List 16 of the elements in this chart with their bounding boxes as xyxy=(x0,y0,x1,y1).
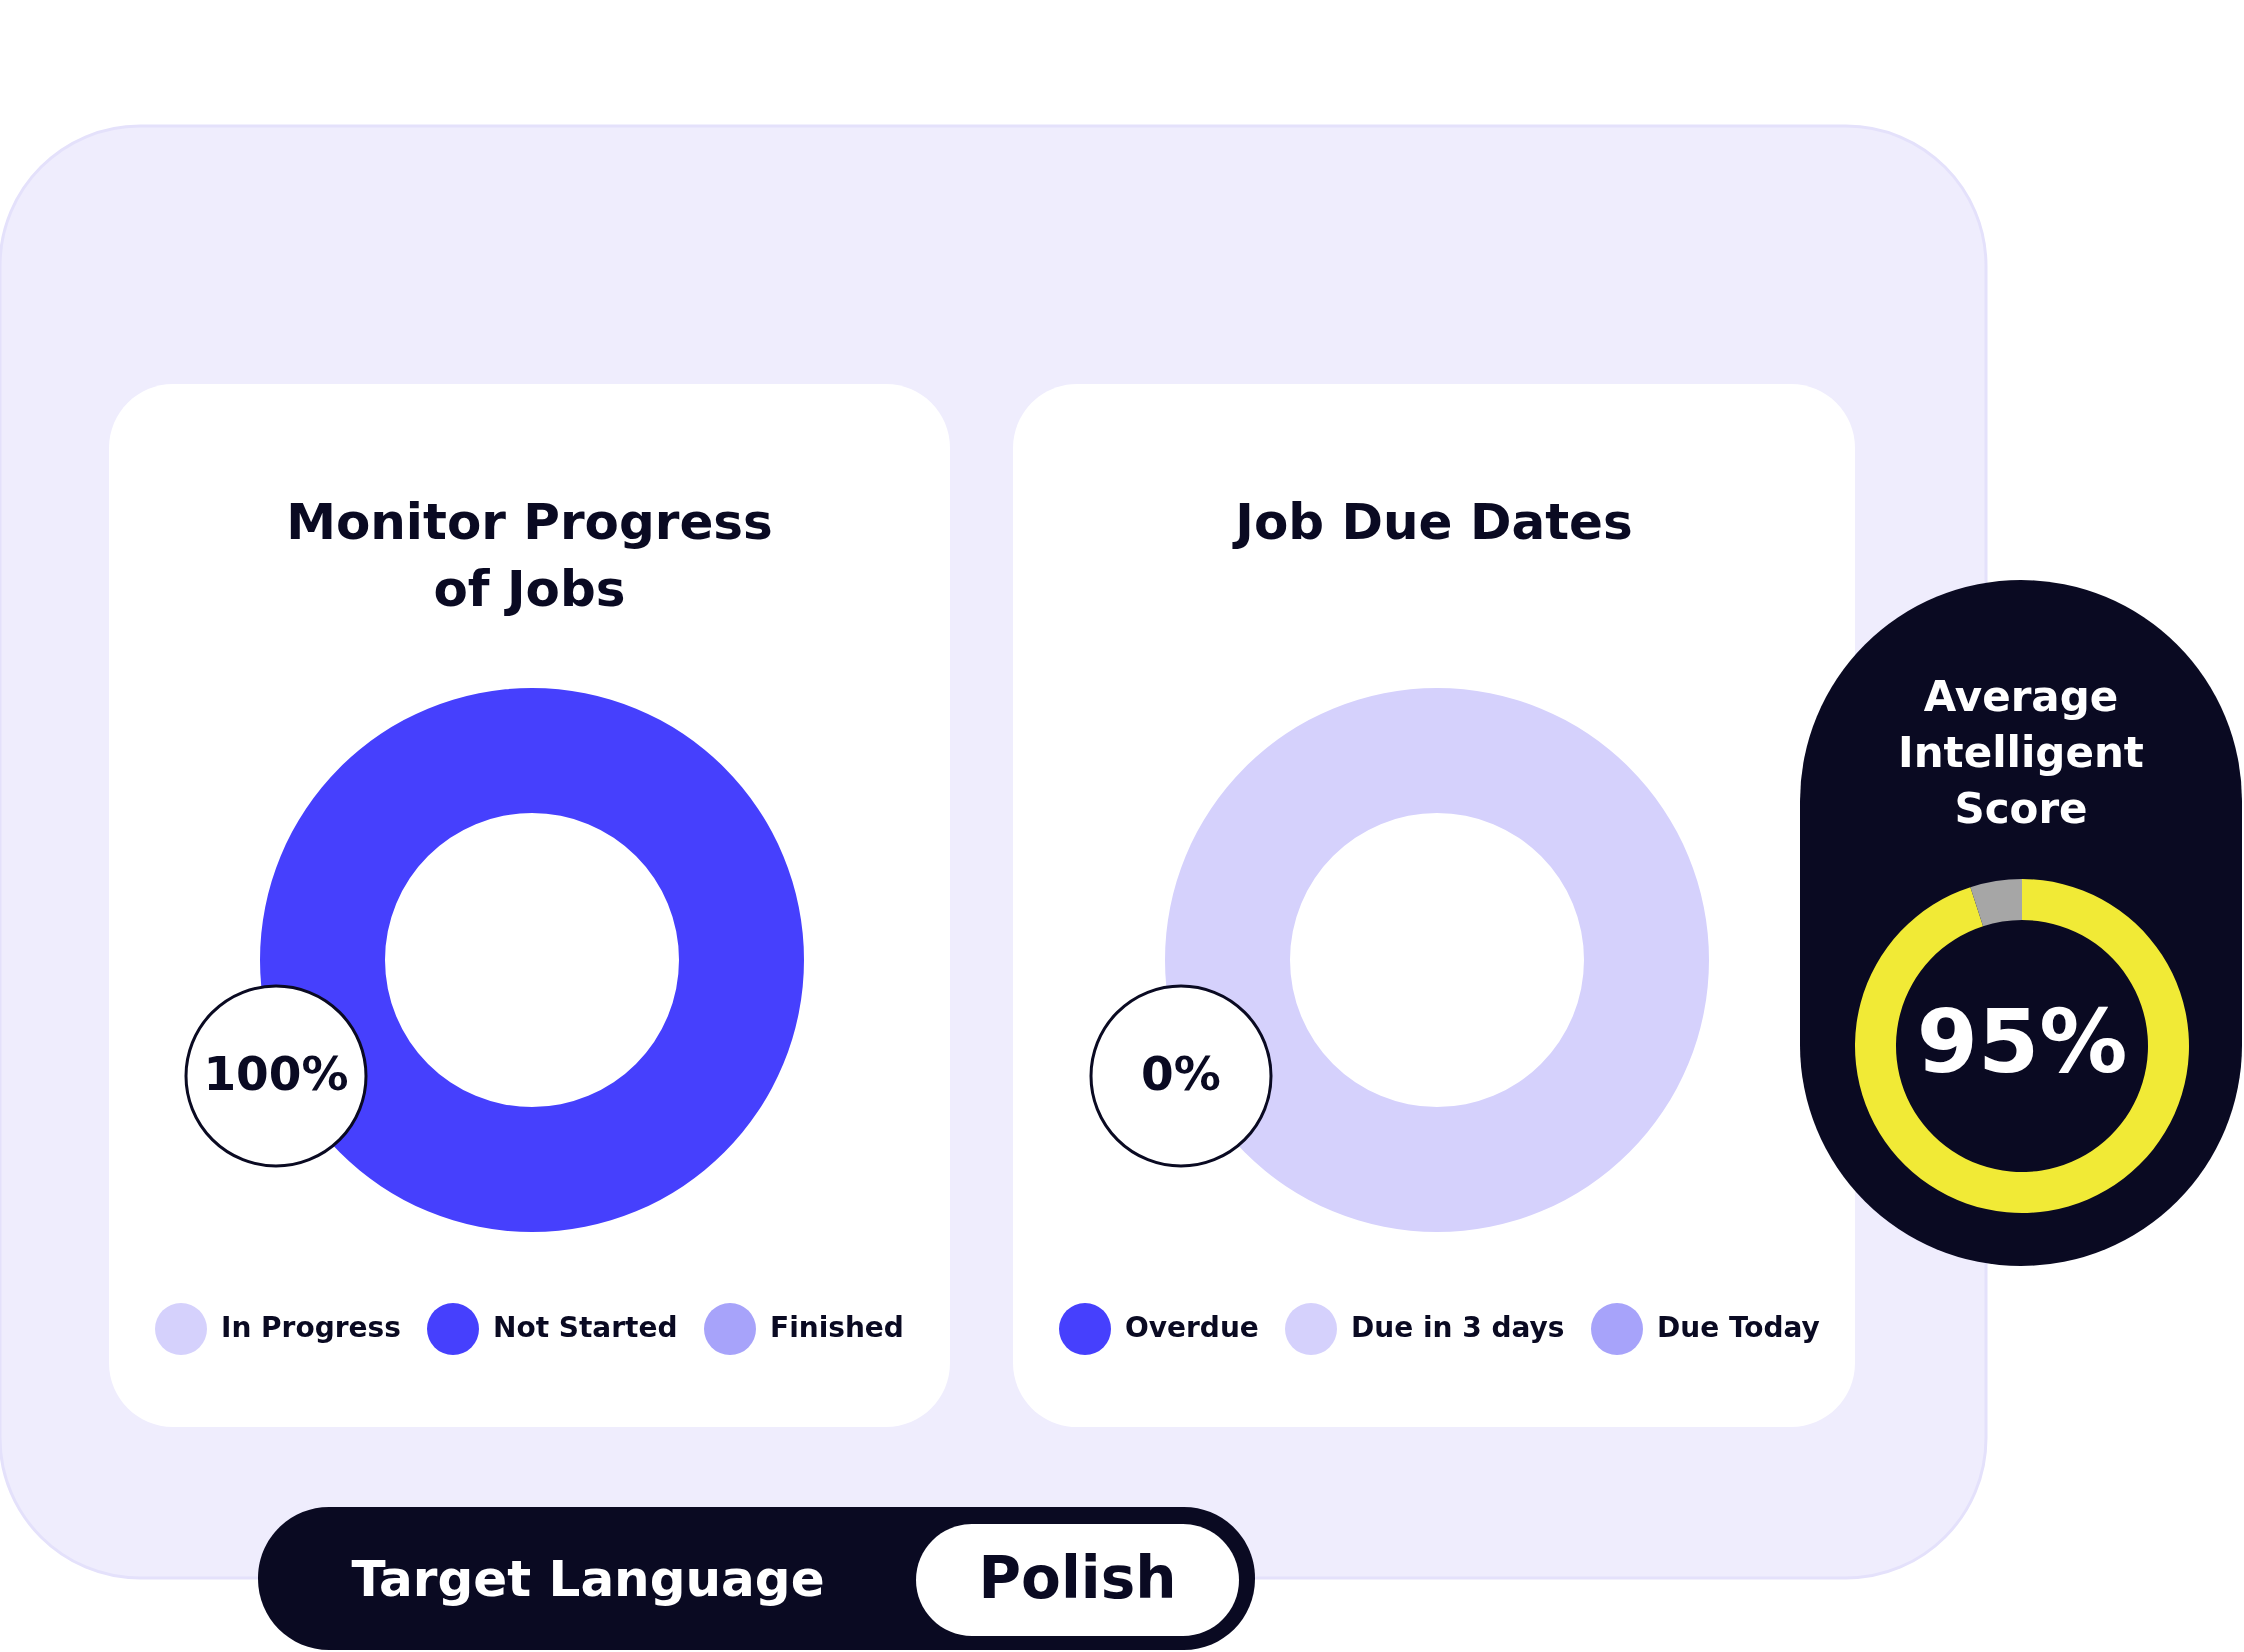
text: 95% xyxy=(1916,990,2128,1093)
text: Target Language xyxy=(351,1550,825,1608)
legend-label: Not Started xyxy=(493,1311,678,1344)
legend-label: Due in 3 days xyxy=(1351,1311,1565,1344)
text: Polish xyxy=(978,1544,1177,1612)
chart-title: Monitor Progress of Jobs xyxy=(286,493,773,618)
legend-label: Due Today xyxy=(1657,1311,1820,1344)
legend-label: In Progress xyxy=(221,1311,401,1344)
chart-title: Job Due Dates xyxy=(1232,493,1633,551)
donut-slice xyxy=(1970,879,2022,927)
text: 100% xyxy=(203,1046,349,1101)
donut-slice xyxy=(1855,879,2189,1213)
category-label: Overdue xyxy=(1125,1311,1259,1344)
chart-title: Average Intelligent Score xyxy=(1898,672,2144,833)
legend-label: Finished xyxy=(770,1311,904,1344)
text: 0% xyxy=(1141,1046,1221,1101)
